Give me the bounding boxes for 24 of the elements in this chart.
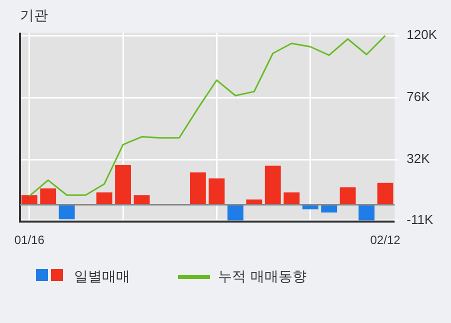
bar [284,192,300,205]
chart-title: 기관 [20,8,48,24]
bar [208,178,225,205]
x-tick-label: 01/16 [14,233,45,248]
bar [358,204,375,220]
bar [321,204,338,212]
y-tick-label: 76K [406,89,430,104]
y-tick-label: 120K [406,27,438,42]
bar [340,187,356,205]
bar [40,188,56,205]
legend-label: 누적 매매동향 [218,268,306,286]
y-tick-label: 32K [406,151,430,166]
bar [377,182,394,205]
y-tick-label: -11K [406,212,434,227]
bar [134,195,150,205]
bar [264,166,281,205]
bar [190,172,206,205]
x-tick-label: 02/12 [370,233,401,248]
bar [115,164,131,205]
bar [96,192,112,205]
bar [21,195,38,205]
bar [227,204,244,220]
bar [58,204,75,220]
legend-label: 일별매매 [74,268,130,286]
